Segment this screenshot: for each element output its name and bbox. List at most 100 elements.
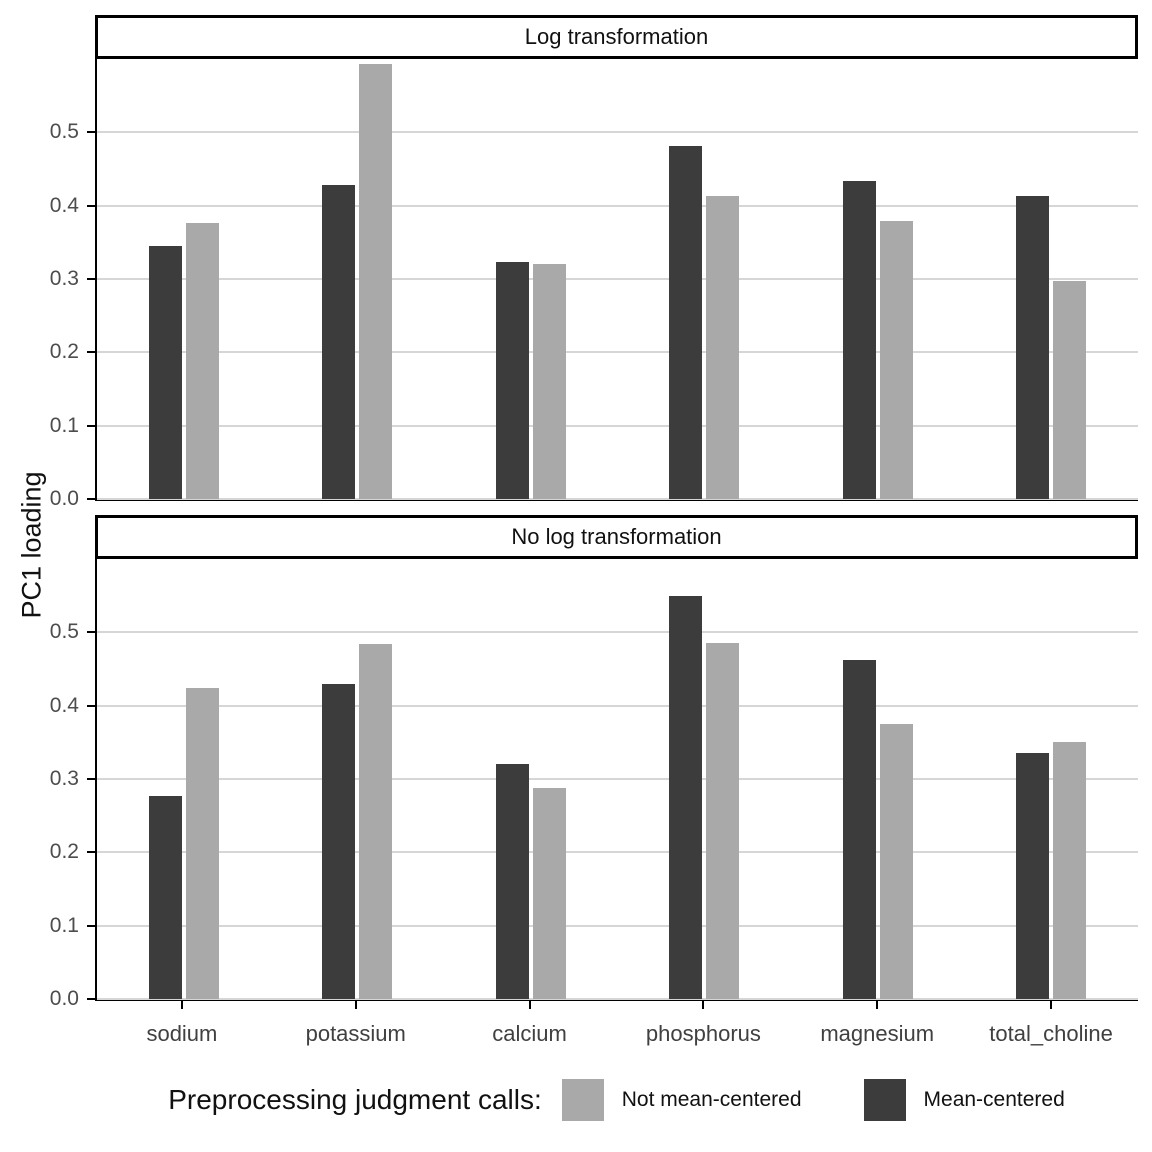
y-tick-mark [87,351,95,354]
y-tick-label: 0.4 [49,193,79,217]
bar-magnesium-not-mean-centered [879,724,913,999]
bar-sodium-not-mean-centered [185,223,219,499]
bar-potassium-not-mean-centered [359,644,393,999]
bar-phosphorus-mean-centered [669,145,703,499]
bar-group-total_choline [965,559,1139,999]
bar-group-calcium [444,59,618,499]
bar-calcium-not-mean-centered [532,787,566,999]
y-tick-label: 0.3 [49,767,79,790]
x-axis-label: phosphorus [645,1021,761,1046]
x-axis-cell: potassium [269,1001,443,1049]
bar-groups [97,59,1138,499]
x-axis-cell: phosphorus [616,1001,790,1049]
y-tick-label: 0.5 [49,120,79,144]
x-axis-label: potassium [305,1021,406,1046]
facet-no-log-transformation: No log transformation 0.0 0.1 0.2 0.3 0.4 0.5 [50,515,1138,1010]
gridline [97,998,1138,1000]
x-axis-cell: calcium [443,1001,617,1049]
x-tick-mark [876,1001,879,1009]
legend: Preprocessing judgment calls: Not mean-c… [95,1079,1138,1121]
bar-phosphorus-not-mean-centered [706,196,740,499]
bar-total_choline-mean-centered [1016,196,1050,499]
gridline [97,631,1138,634]
x-axis-cell: sodium [95,1001,269,1049]
y-tick-mark [87,278,95,280]
bar-magnesium-not-mean-centered [879,221,913,499]
bar-groups [97,559,1138,999]
bar-calcium-not-mean-centered [532,264,566,499]
y-tick-label: 0.3 [49,267,79,290]
facet-strip-label: Log transformation [524,24,709,49]
bar-magnesium-mean-centered [842,660,876,999]
y-tick-mark [87,998,95,1000]
y-tick-label: 0.4 [49,693,79,717]
bar-sodium-mean-centered [148,246,182,499]
x-axis-label: sodium [146,1021,218,1046]
bar-sodium-not-mean-centered [185,688,219,999]
gridline [97,851,1138,854]
y-tick-label: 0.0 [49,987,79,1010]
y-tick-label: 0.2 [49,840,79,864]
y-tick-label: 0.5 [49,620,79,644]
bar-group-potassium [271,59,445,499]
bar-phosphorus-mean-centered [669,595,703,999]
y-tick-mark [87,204,95,207]
bar-calcium-mean-centered [495,262,529,499]
gridline [97,204,1138,207]
y-tick-mark [87,131,95,134]
gridline [97,278,1138,280]
x-tick-mark [528,1001,531,1009]
legend-item-label: Not mean-centered [621,1088,802,1111]
x-tick-mark [180,1001,183,1009]
gridline [97,424,1138,427]
y-tick-mark [87,631,95,634]
facet-strip-label: No log transformation [511,524,722,549]
bar-potassium-not-mean-centered [359,64,393,499]
y-tick-mark [87,851,95,854]
bar-sodium-mean-centered [148,795,182,999]
bar-group-total_choline [965,59,1139,499]
x-tick-mark [354,1001,357,1009]
legend-key-swatch [863,1079,906,1121]
facet-strip: No log transformation [95,515,1138,559]
bar-calcium-mean-centered [495,763,529,999]
gridline [97,351,1138,354]
x-axis-label: calcium [492,1021,567,1046]
bar-group-phosphorus [618,59,792,499]
x-axis-label: magnesium [820,1021,935,1046]
gridline [97,924,1138,927]
x-axis-cell: total_choline [964,1001,1138,1049]
facet-log-transformation: Log transformation 0.0 0.1 0.2 0.3 0.4 0.5 [50,15,1138,510]
y-tick-mark [87,924,95,927]
legend-title: Preprocessing judgment calls: [168,1084,542,1115]
bar-group-potassium [271,559,445,999]
bar-potassium-mean-centered [322,683,356,999]
bar-group-sodium [97,59,271,499]
bar-total_choline-not-mean-centered [1053,742,1087,999]
legend-item-mean-centered: Mean-centered [863,1079,1065,1121]
bar-group-magnesium [791,59,965,499]
bar-magnesium-mean-centered [842,180,876,499]
bar-group-magnesium [791,559,965,999]
panel-log-transformation: 0.0 0.1 0.2 0.3 0.4 0.5 [50,59,1138,510]
bar-phosphorus-not-mean-centered [706,643,740,999]
y-tick-label: 0.2 [49,340,79,364]
x-tick-mark [702,1001,705,1009]
y-tick-mark [87,498,95,500]
x-axis-cell: magnesium [790,1001,964,1049]
legend-item-label: Mean-centered [923,1088,1065,1111]
y-tick-mark [87,778,95,780]
legend-item-not-mean-centered: Not mean-centered [561,1079,802,1121]
gridline [97,704,1138,707]
bar-total_choline-not-mean-centered [1053,281,1087,499]
gridline [97,498,1138,500]
legend-key-swatch [561,1079,604,1121]
y-tick-mark [87,424,95,427]
bar-group-sodium [97,559,271,999]
bar-group-phosphorus [618,559,792,999]
facet-strip: Log transformation [95,15,1138,59]
x-axis: sodium potassium calcium phosphorus magn… [95,1001,1138,1049]
y-tick-label: 0.1 [49,913,79,937]
gridline [97,131,1138,134]
